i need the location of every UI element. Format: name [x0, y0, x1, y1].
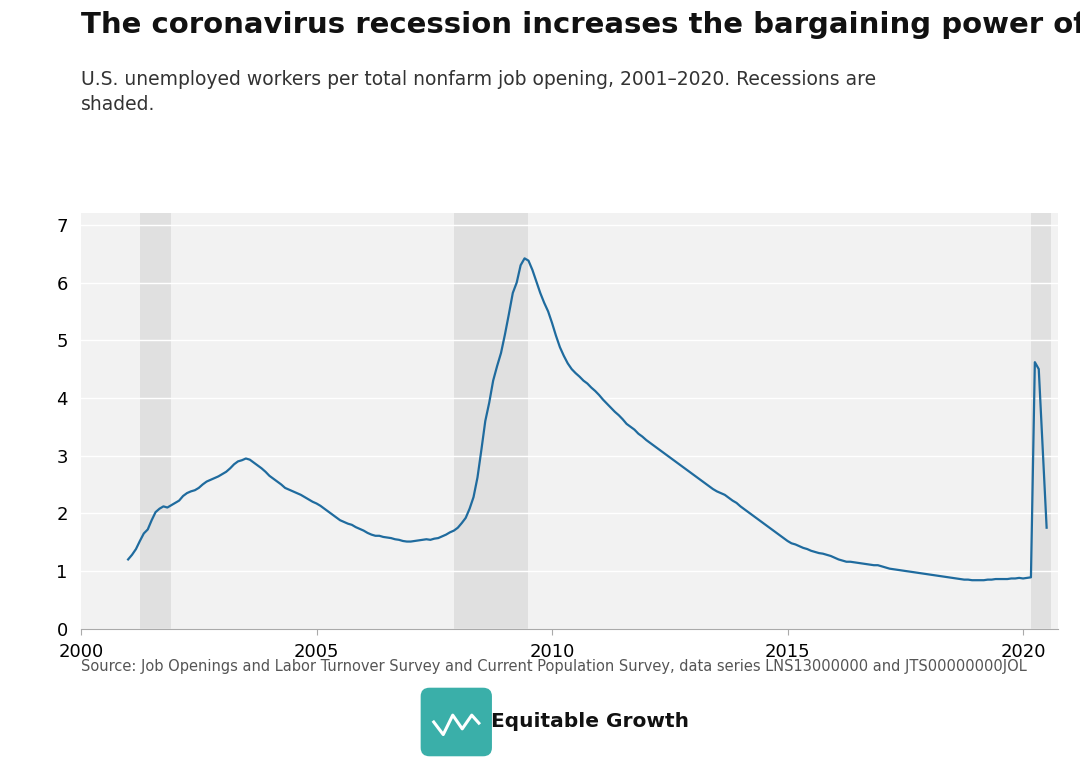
Text: The coronavirus recession increases the bargaining power of employers: The coronavirus recession increases the … — [81, 11, 1080, 40]
Text: Source: Job Openings and Labor Turnover Survey and Current Population Survey, da: Source: Job Openings and Labor Turnover … — [81, 659, 1027, 674]
Text: U.S. unemployed workers per total nonfarm job opening, 2001–2020. Recessions are: U.S. unemployed workers per total nonfar… — [81, 70, 876, 114]
Bar — [140, 213, 172, 629]
Bar — [1031, 213, 1051, 629]
Text: Equitable Growth: Equitable Growth — [491, 712, 689, 731]
Bar — [454, 213, 528, 629]
FancyBboxPatch shape — [421, 688, 492, 756]
